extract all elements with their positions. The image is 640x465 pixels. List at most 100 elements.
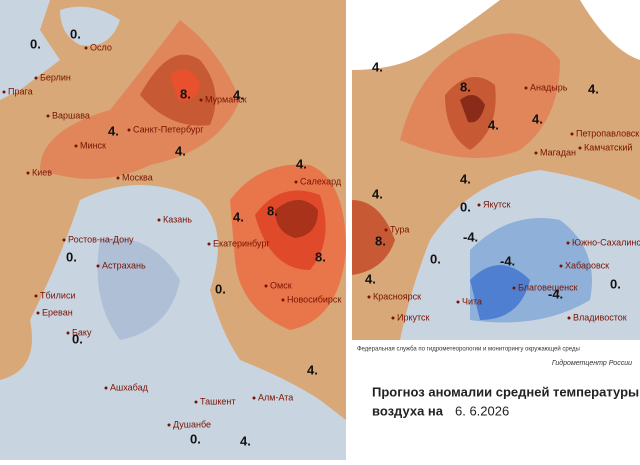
city-label: Алм-Ата [258,392,293,402]
city-dot [252,396,256,400]
city-dot [34,294,38,298]
city-label: Петропавловск [576,128,639,138]
city-label: Ростов-на-Дону [68,234,134,244]
city-dot [84,46,88,50]
contour-label: 8. [375,233,386,248]
contour-label: 4. [372,59,383,74]
city-label: Камчатский [584,142,632,152]
city-dot [34,76,38,80]
city-dot [74,144,78,148]
city-label: Берлин [40,72,71,82]
city-dot [456,300,460,304]
city-label: Ташкент [200,396,235,406]
city-dot [264,284,268,288]
city-dot [26,171,30,175]
city-label: Чита [462,296,482,306]
contour-label: 4. [296,156,307,171]
city-dot [566,241,570,245]
contour-label: 4. [233,209,244,224]
contour-label: -4. [548,286,563,301]
contour-label: 8. [315,249,326,264]
city-label: Прага [8,86,33,96]
city-label: Тура [390,224,409,234]
city-dot [477,203,481,207]
city-dot [127,128,131,132]
city-dot [207,242,211,246]
agency: Федеральная служба по гидрометеорологии … [357,346,580,353]
contour-label: 4. [365,271,376,286]
contour-label: 4. [240,433,251,448]
city-label: Варшава [52,110,90,120]
city-label: Салехард [300,176,342,186]
city-label: Ереван [42,307,73,317]
city-dot [199,98,203,102]
contour-label: 0. [190,431,201,446]
city-label: Омск [270,280,292,290]
city-dot [294,180,298,184]
city-label: Астрахань [102,260,146,270]
city-dot [104,386,108,390]
contour-label: 4. [307,362,318,377]
title-line1: Прогноз аномалии средней температуры [372,384,639,399]
contour-label: -4. [463,229,478,244]
contour-label: 0. [215,281,226,296]
contour-label: 0. [430,251,441,266]
city-dot [524,86,528,90]
city-label: Ашхабад [110,382,149,392]
city-label: Анадырь [530,82,568,92]
contour-label: 4. [175,143,186,158]
center: Гидрометцентр России [552,359,632,367]
city-label: Иркутск [397,312,430,322]
city-label: Москва [122,172,153,182]
city-dot [512,286,516,290]
city-dot [2,90,6,94]
left-map [0,0,346,460]
city-label: Якутск [483,199,511,209]
city-label: Баку [72,327,92,337]
contour-label: -4. [500,253,515,268]
city-dot [578,146,582,150]
city-label: Осло [90,42,112,52]
contour-label: 8. [460,79,471,94]
city-label: Красноярск [373,291,421,301]
city-dot [157,218,161,222]
contour-label: 4. [460,171,471,186]
city-label: Магадан [540,147,576,157]
city-label: Екатеринбург [213,238,270,248]
city-label: Владивосток [573,312,627,322]
city-label: Душанбе [173,419,211,429]
contour-label: 4. [588,81,599,96]
city-label: Хабаровск [565,260,609,270]
contour-label: 8. [180,86,191,101]
contour-label: 8. [267,203,278,218]
city-label: Южно-Сахалинск [572,237,640,247]
city-label: Минск [80,140,106,150]
city-label: Благовещенск [518,282,578,292]
city-dot [116,176,120,180]
contour-label: 4. [372,186,383,201]
city-dot [567,316,571,320]
title-line2: воздуха на [372,403,444,418]
city-label: Санкт-Петербург [133,124,204,134]
city-label: Новосибирск [287,294,341,304]
city-dot [66,331,70,335]
city-dot [570,132,574,136]
city-dot [194,400,198,404]
contour-label: 0. [460,199,471,214]
city-dot [367,295,371,299]
city-label: Мурманск [205,94,247,104]
contour-label: 0. [72,331,83,346]
city-dot [36,311,40,315]
city-dot [281,298,285,302]
city-label: Казань [163,214,192,224]
city-dot [391,316,395,320]
city-dot [46,114,50,118]
contour-label: 4. [233,87,244,102]
contour-label: 4. [488,117,499,132]
contour-label: 4. [532,111,543,126]
city-dot [384,228,388,232]
footer-panel [352,340,640,460]
divider [346,0,352,460]
contour-label: 0. [70,26,81,41]
